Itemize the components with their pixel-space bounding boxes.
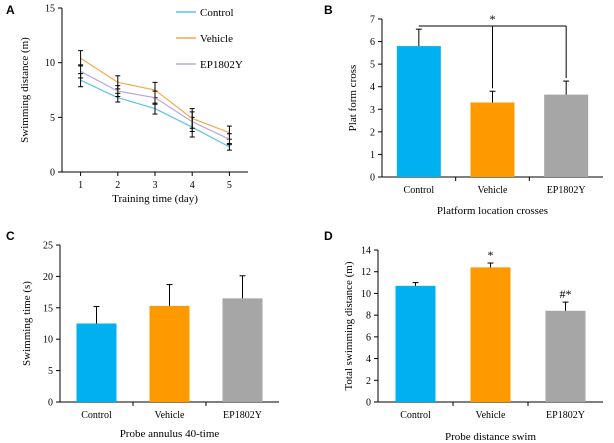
panel-a-legend-label-ep1802y: EP1802Y: [200, 59, 243, 71]
panel-a-x-tick-label: 5: [227, 180, 232, 191]
panel-a-legend-label-vehicle: Vehicle: [200, 33, 233, 45]
panel-d-x-tick-label: Vehicle: [476, 410, 507, 421]
panel-c-x-axis-label: Probe annulus 40-time: [120, 428, 220, 440]
panel-a-y-tick-label: 15: [45, 4, 55, 15]
panel-b-y-tick-label: 7: [370, 15, 375, 26]
panel-b-y-tick-label: 0: [370, 173, 375, 184]
panel-b-x-axis-label: Platform location crosses: [437, 205, 548, 217]
panel-b-y-tick-label: 4: [370, 82, 375, 93]
panel-d-y-tick-label: 12: [361, 267, 371, 278]
panel-letter-B: B: [324, 3, 333, 17]
panel-d-y-tick-label: 14: [361, 246, 371, 257]
panel-d-bar-ep1802y-significance-label: #*: [560, 287, 572, 301]
panel-a-x-tick-label: 3: [153, 180, 158, 191]
panel-a-x-tick-label: 2: [115, 180, 120, 191]
panel-c-x-tick-label: EP1802Y: [223, 410, 262, 421]
panel-d-bar-vehicle: [470, 267, 511, 402]
panel-c-y-tick-label: 10: [43, 335, 53, 346]
panel-a-y-tick-label: 5: [50, 113, 55, 124]
panel-d-x-axis-label: Probe distance swim: [445, 431, 536, 443]
panel-b-y-axis-label: Plat form cross: [347, 65, 359, 132]
panel-d-bar-vehicle-significance-label: *: [488, 248, 494, 262]
panel-d-y-tick-label: 4: [366, 354, 371, 365]
panel-d-x-tick-label: EP1802Y: [546, 410, 585, 421]
panel-b-significance-bracket: *: [418, 12, 567, 89]
panel-a-legend: Control Vehicle EP1802Y: [176, 7, 243, 71]
panel-letter-A: A: [6, 3, 15, 17]
panel-a-legend-label-control: Control: [200, 7, 234, 19]
panel-letter-D: D: [324, 229, 333, 243]
panel-b-y-tick-label: 5: [370, 60, 375, 71]
panel-d-x-tick-label: Control: [400, 410, 431, 421]
panel-c-bar-control: [76, 323, 117, 402]
panel-c-y-tick-label: 20: [43, 272, 53, 283]
panel-b-bar-ep1802y: [544, 94, 589, 177]
panel-b-significance-label: *: [490, 12, 496, 26]
panel-d-y-tick-label: 0: [366, 398, 371, 409]
panel-b-y-tick-label: 2: [370, 127, 375, 138]
panel-letter-C: C: [6, 229, 15, 243]
panel-c-y-tick-label: 25: [43, 241, 53, 252]
panel-d-y-tick-label: 8: [366, 311, 371, 322]
panel-b-x-tick-label: Vehicle: [478, 185, 509, 196]
panel-a-y-tick-label: 10: [45, 58, 55, 69]
panel-a-x-tick-label: 1: [78, 180, 83, 191]
panel-c-y-tick-label: 0: [48, 398, 53, 409]
panel-c-y-axis-label: Swimming time (s): [21, 281, 33, 366]
panel-c-y-tick-label: 15: [43, 303, 53, 314]
panel-c-x-tick-label: Vehicle: [155, 410, 186, 421]
panel-d-y-tick-label: 6: [366, 332, 371, 343]
panel-d-bar-ep1802y: [545, 310, 586, 402]
panel-b-x-tick-label: EP1802Y: [547, 185, 586, 196]
panel-b-bar-control: [396, 46, 441, 178]
panel-b-y-tick-label: 3: [370, 105, 375, 116]
panel-c-bar-ep1802y: [222, 298, 263, 402]
panel-b-bar-vehicle: [470, 102, 515, 177]
panel-b-x-tick-label: Control: [404, 185, 435, 196]
panel-c-y-tick-label: 5: [48, 366, 53, 377]
panel-d-y-tick-label: 10: [361, 289, 371, 300]
panel-c-x-tick-label: Control: [81, 410, 112, 421]
panel-c-bar-vehicle: [149, 305, 190, 402]
panel-b-y-tick-label: 6: [370, 37, 375, 48]
panel-a-x-tick-label: 4: [190, 180, 195, 191]
panel-a-y-axis-label: Swimming distance (m): [19, 37, 31, 143]
panel-b-bar-chart: 0 1 2 3 4 5 6 7 Control Vehicle EP1802Y Platform lo…: [347, 12, 603, 217]
panel-a-y-tick-label: 0: [50, 168, 55, 179]
panel-d-y-tick-label: 2: [366, 376, 371, 387]
panel-d-bar-chart: 0 2 4 6 8 10 12 14 Control Vehicle * EP1802Y #* Probe…: [343, 246, 603, 443]
panel-a-line-chart: 0 5 10 15 1 2 3 4 5 Training time (day) Swimming d…: [19, 4, 248, 205]
panel-a-x-axis-label: Training time (day): [112, 193, 198, 205]
panel-d-y-axis-label: Total swimming distance (m): [343, 261, 355, 390]
panel-b-y-tick-label: 1: [370, 150, 375, 161]
panel-d-bar-control: [395, 285, 436, 402]
